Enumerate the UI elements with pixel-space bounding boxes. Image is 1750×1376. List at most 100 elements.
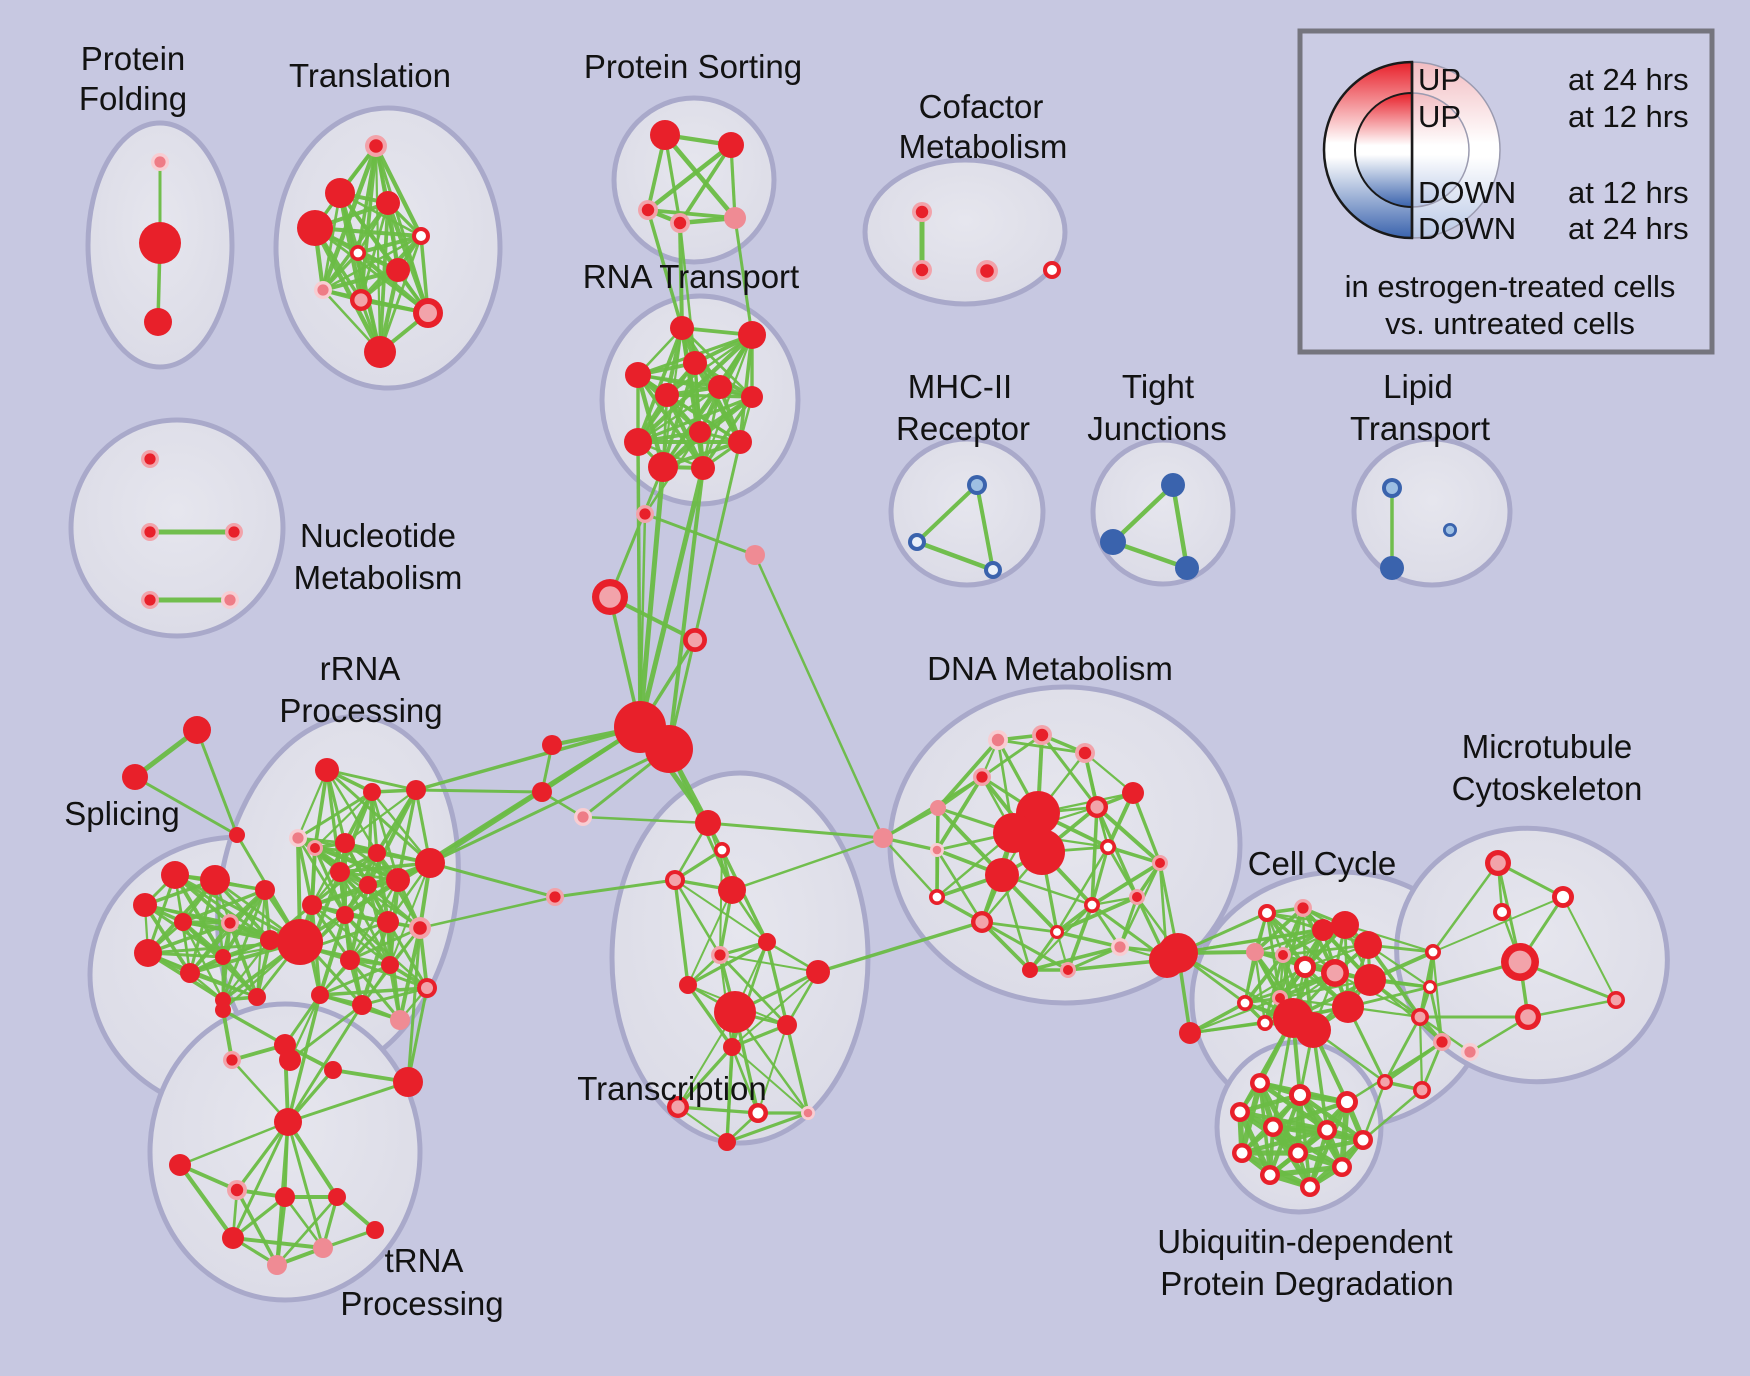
network-edge [731,836,884,892]
network-node-core [310,843,320,853]
network-edge [687,940,768,987]
network-node [724,207,746,229]
network-edge [882,837,938,898]
network-node [122,764,148,790]
network-edge [647,208,736,220]
network-node [133,893,157,917]
network-node-core [1340,1095,1354,1109]
network-edge [1106,846,1139,898]
network-node [985,858,1019,892]
network-node-core [416,231,426,241]
network-edge [1346,1040,1443,1104]
cluster-label-cofactor: Cofactor [919,88,1044,125]
network-node-core [1087,900,1097,910]
network-node-core [577,811,589,823]
network-node-core [1414,1011,1426,1023]
network-node-core [932,845,942,855]
cluster-label-tight: Tight [1122,368,1194,405]
network-node-core [641,203,655,217]
network-node [275,1187,295,1207]
network-node [161,861,189,889]
network-edge [667,467,705,750]
network-node [718,1133,736,1151]
network-edge [296,837,314,906]
network-edge [981,920,1058,934]
network-node-core [419,304,437,322]
network-edge [429,747,670,865]
legend-down-24-time: at 24 hrs [1568,211,1689,246]
network-edge [1432,896,1564,953]
network-node-core [353,248,363,258]
network-edge [222,1008,286,1047]
network-edge [1253,906,1305,954]
network-edge [1131,792,1162,864]
network-node-core [1292,1147,1304,1159]
network-node-core [1090,800,1104,814]
network-edge [310,842,347,906]
network-node [144,308,172,336]
legend-up-24-direction: UP [1418,62,1461,97]
network-edge [235,1189,279,1266]
network-node [267,1255,287,1275]
network-edge [785,1024,810,1114]
network-edge [608,466,665,598]
network-edge [283,1196,325,1249]
network-node [274,1108,302,1136]
network-node-core [230,1183,244,1197]
network-edge [286,1004,364,1123]
network-edge [289,1003,363,1062]
network-edge [296,769,329,839]
network-node [386,258,410,282]
network-edge [674,879,768,943]
network-node-core [1426,983,1434,991]
network-node-core [421,982,433,994]
cluster-label-translation: Translation [289,57,451,94]
network-edge [299,725,641,944]
cluster-label-dna: DNA Metabolism [927,650,1173,687]
network-node [695,810,721,836]
network-node-core [1078,746,1092,760]
cluster-label-mhc: MHC-II [908,368,1012,405]
network-node-core [226,1054,238,1066]
network-edge [1361,1081,1387,1141]
network-edge [935,776,984,851]
network-node [215,949,231,965]
network-node-core [1260,1018,1270,1028]
network-edge [344,914,428,989]
network-edge [676,1045,734,1109]
network-edge [147,921,231,955]
network-edge [981,733,1043,779]
network-node [328,1188,346,1206]
network-edge [733,217,754,336]
network-edge [646,209,684,329]
network-node [1295,1012,1331,1048]
legend-down-12-time: at 12 hrs [1568,175,1689,210]
network-node-core [1520,1009,1536,1025]
network-node-core [354,293,368,307]
network-node-core [224,917,236,929]
cluster-label-microtubule: Cytoskeleton [1452,770,1643,807]
network-edge [1418,1016,1424,1091]
network-node [139,222,181,264]
network-edge [636,333,754,444]
network-node [406,780,426,800]
network-edge [1362,1089,1423,1141]
network-node-core [228,526,240,538]
network-edge [637,395,753,444]
cluster-label-folding: Protein [81,40,186,77]
network-node-core [673,216,687,230]
network-node [806,960,830,984]
network-edge [179,1120,289,1167]
cluster-label-rrna: rRNA [320,650,401,687]
network-edge [1170,484,1190,569]
network-node [532,782,552,802]
network-edge [222,939,271,1001]
network-node-core [1436,1036,1448,1048]
network-node [390,1010,410,1030]
network-node-core [976,771,988,783]
network-edge [1562,896,1617,1001]
legend-box-border [1297,28,1715,355]
network-node-core [803,1108,813,1118]
network-node [1331,911,1359,939]
